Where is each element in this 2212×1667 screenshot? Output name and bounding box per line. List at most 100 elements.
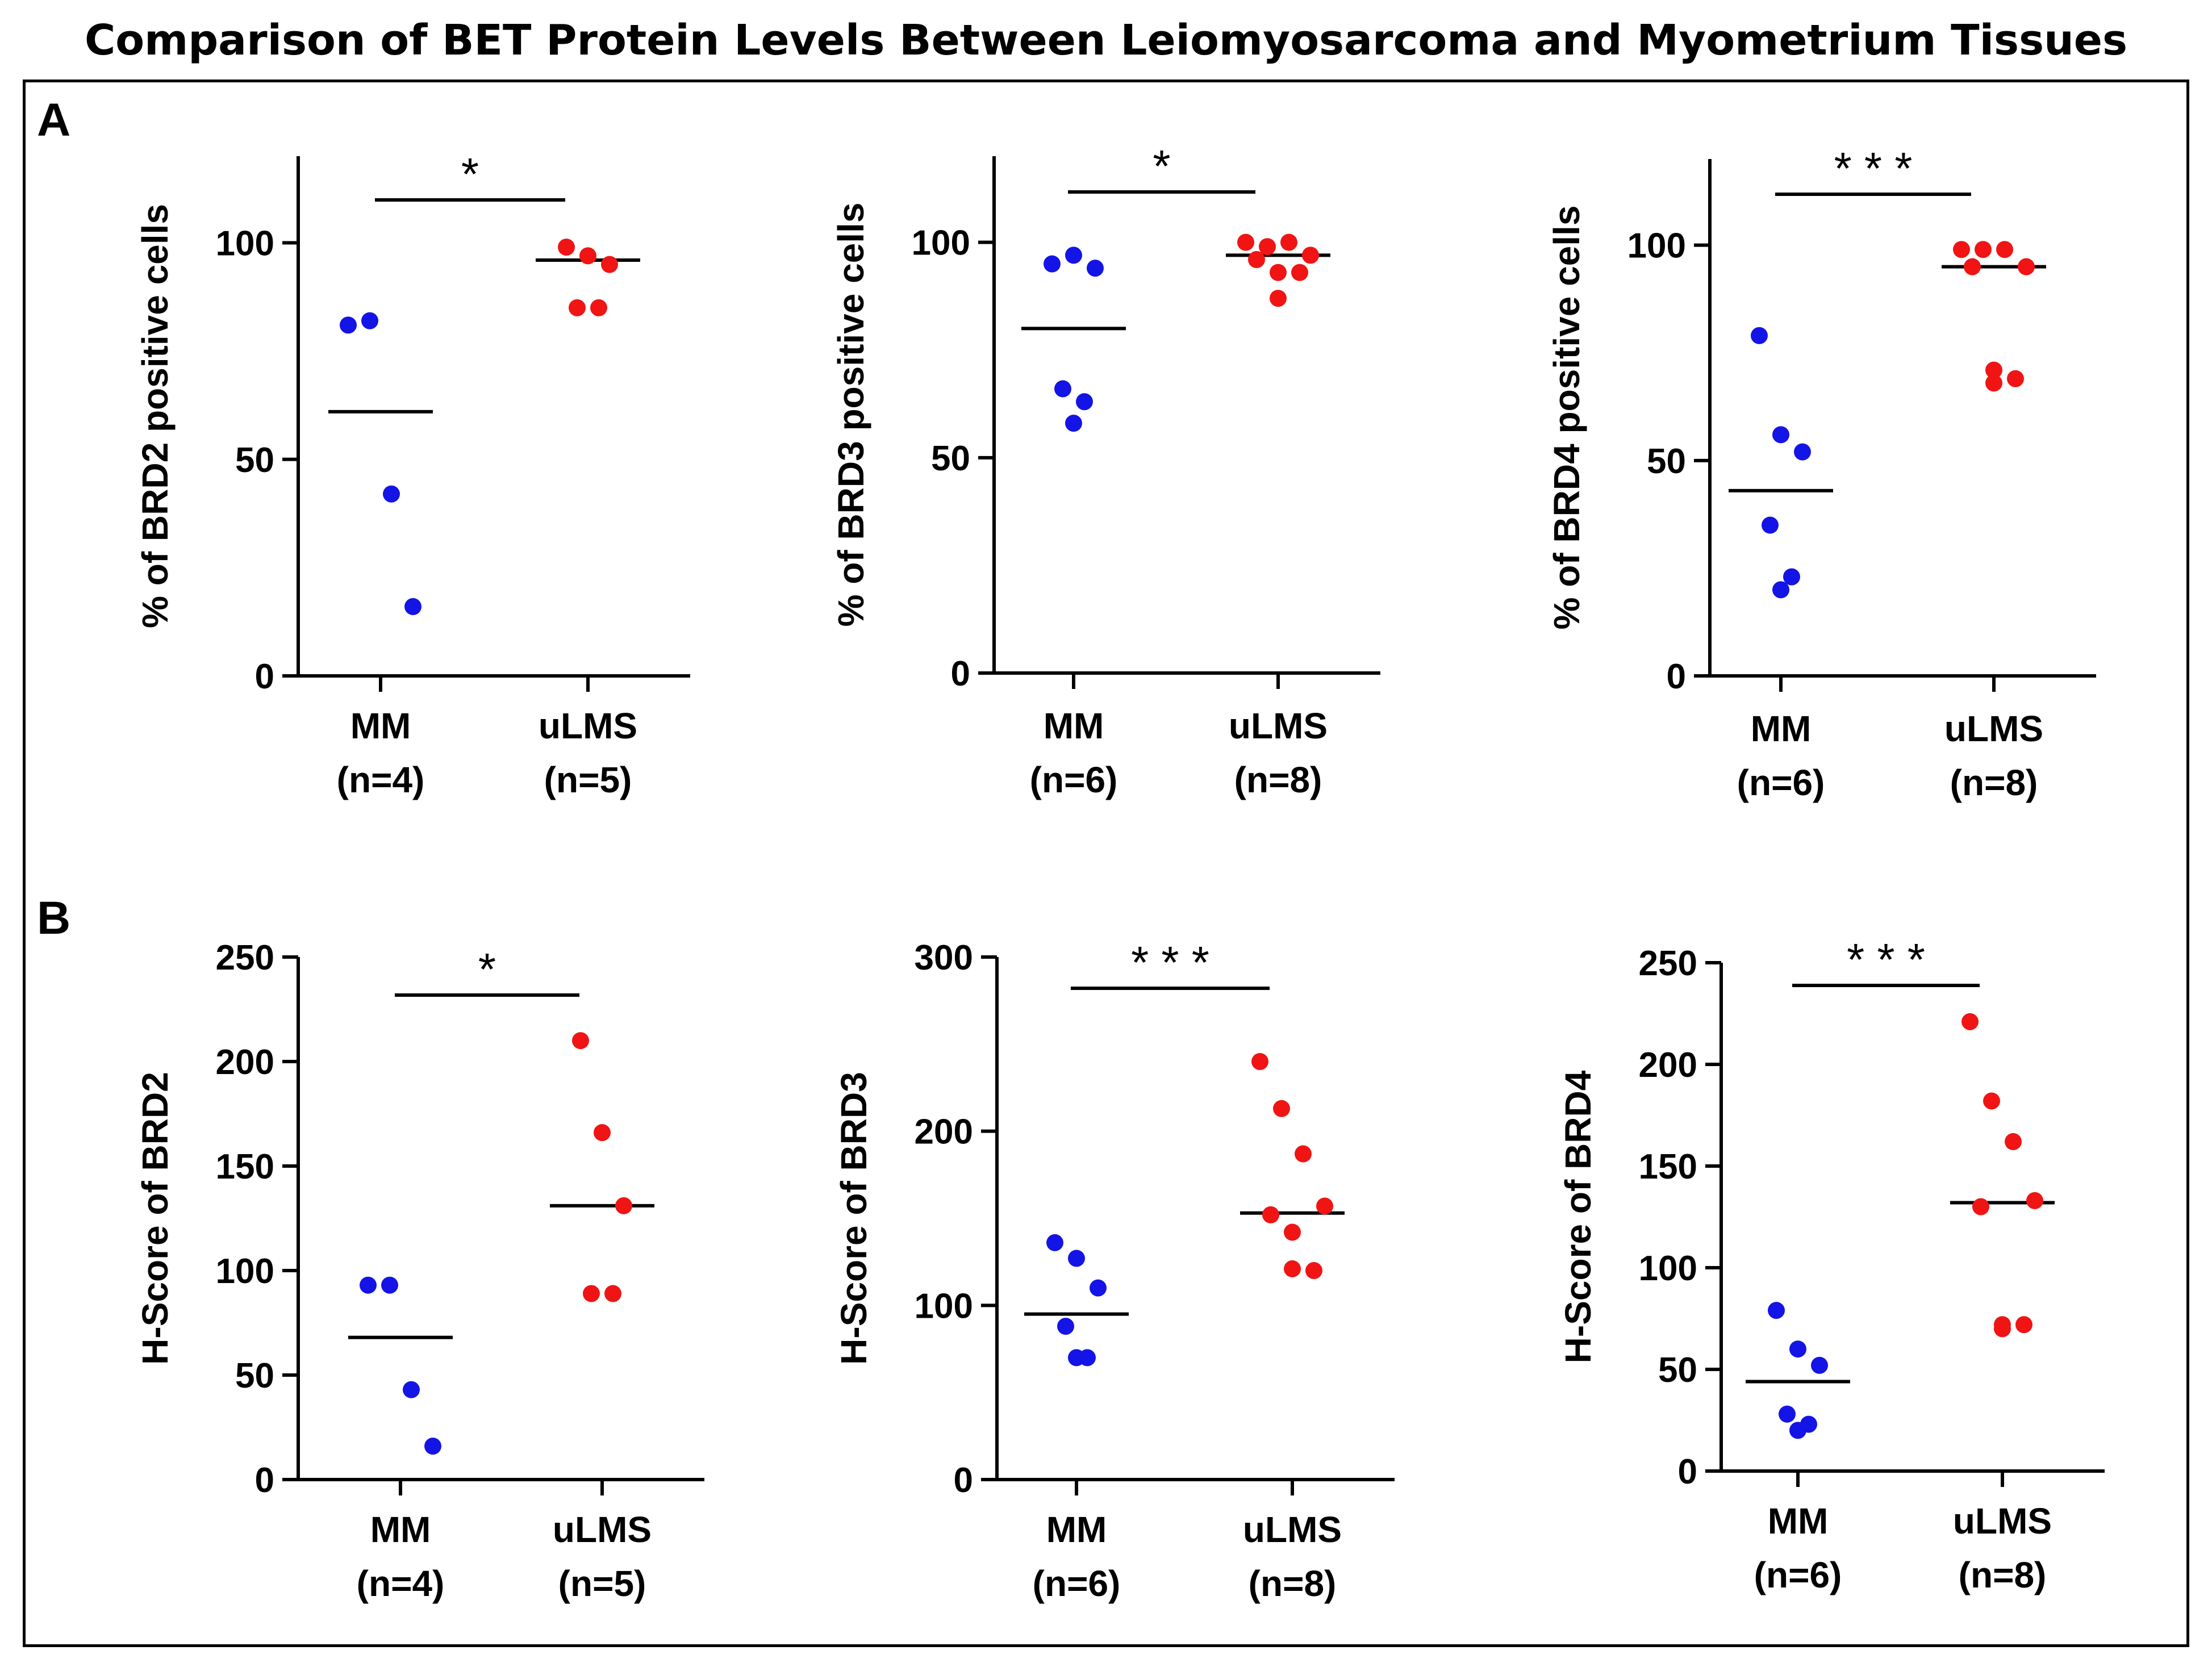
brd2-pct-point-1-1 <box>579 247 596 265</box>
brd4-hscore-point-0-2 <box>1811 1356 1828 1374</box>
brd4-hscore-point-1-7 <box>1994 1320 2011 1338</box>
brd4-pct-point-1-2 <box>1996 241 2013 258</box>
brd2-pct-point-1-0 <box>558 239 575 256</box>
brd2-pct-point-0-1 <box>361 312 378 329</box>
brd4-pct-point-0-5 <box>1772 581 1789 599</box>
brd4-pct-ytick-label-1: 50 <box>1647 442 1686 481</box>
brd3-pct-point-1-3 <box>1302 247 1319 264</box>
brd3-hscore-group-n-0: (n=6) <box>1033 1563 1121 1604</box>
panel-b-label: B <box>37 892 71 944</box>
brd4-hscore-point-1-6 <box>2015 1316 2032 1334</box>
brd3-pct-point-0-4 <box>1076 393 1093 411</box>
brd4-pct-point-0-2 <box>1794 443 1811 461</box>
brd3-hscore-point-1-4 <box>1262 1206 1279 1223</box>
brd2-pct-point-0-3 <box>404 598 421 615</box>
brd2-pct-sig-stars: * <box>461 149 479 199</box>
brd4-pct-point-0-1 <box>1772 426 1789 444</box>
brd2-hscore-point-1-4 <box>604 1285 621 1302</box>
brd4-hscore-ytick-label-2: 100 <box>1639 1249 1697 1288</box>
brd4-hscore-point-0-3 <box>1779 1405 1796 1423</box>
brd2-hscore-sig-stars: * <box>478 944 496 995</box>
brd2-hscore-ytick-label-0: 0 <box>255 1461 274 1500</box>
brd2-pct-point-1-2 <box>601 256 618 273</box>
brd3-hscore-point-1-6 <box>1305 1262 1322 1279</box>
brd3-pct-point-0-5 <box>1065 415 1082 432</box>
brd2-hscore-ytick-label-4: 200 <box>216 1043 274 1082</box>
brd4-pct-group-n-1: (n=8) <box>1950 762 2038 803</box>
brd3-hscore-ytick-label-3: 300 <box>915 938 973 977</box>
brd2-pct-ylabel: % of BRD2 positive cells <box>135 204 176 628</box>
brd2-hscore-ytick-label-5: 250 <box>216 938 274 977</box>
brd4-hscore-point-1-2 <box>2005 1133 2022 1151</box>
brd4-pct-sig-stars: * * * <box>1834 143 1913 194</box>
brd4-pct-point-1-7 <box>1985 374 2002 392</box>
brd4-hscore-ytick-label-1: 50 <box>1658 1351 1697 1390</box>
brd3-pct-point-1-7 <box>1270 290 1287 307</box>
brd4-pct-ytick-label-2: 100 <box>1627 227 1686 266</box>
brd3-pct-point-0-3 <box>1054 380 1071 398</box>
brd3-hscore-ytick-label-2: 200 <box>915 1113 973 1152</box>
brd3-hscore-group-label-0: MM <box>1046 1509 1107 1550</box>
brd2-hscore-ytick-label-2: 100 <box>216 1252 274 1291</box>
brd2-pct-ytick-label-0: 0 <box>255 657 274 696</box>
brd4-hscore-group-n-1: (n=8) <box>1959 1555 2047 1595</box>
brd2-pct-point-0-0 <box>340 316 357 334</box>
brd4-pct-ylabel: % of BRD4 positive cells <box>1546 206 1587 630</box>
brd2-pct-group-label-1: uLMS <box>539 705 637 746</box>
brd3-pct-sig-stars: * <box>1153 141 1170 191</box>
brd2-pct-point-0-2 <box>383 485 400 503</box>
brd2-hscore-group-label-0: MM <box>370 1509 431 1550</box>
brd4-hscore-point-1-3 <box>2026 1192 2043 1209</box>
brd2-hscore-point-1-2 <box>615 1197 632 1214</box>
brd4-pct-group-n-0: (n=6) <box>1737 762 1825 803</box>
brd3-hscore-point-1-1 <box>1273 1100 1290 1117</box>
brd2-hscore-group-label-1: uLMS <box>553 1509 652 1550</box>
brd3-hscore-point-1-7 <box>1284 1260 1301 1277</box>
brd4-pct-point-0-3 <box>1762 516 1779 534</box>
brd2-hscore-point-0-0 <box>360 1276 377 1294</box>
panel-a-label: A <box>37 94 71 146</box>
brd3-pct-group-n-0: (n=6) <box>1030 759 1118 800</box>
brd2-hscore-point-0-1 <box>381 1276 398 1294</box>
brd2-hscore-ylabel: H-Score of BRD2 <box>135 1072 176 1365</box>
brd2-hscore-group-n-1: (n=5) <box>558 1563 646 1604</box>
brd4-hscore-point-0-5 <box>1789 1422 1806 1439</box>
brd3-hscore-point-0-2 <box>1090 1279 1107 1297</box>
brd2-hscore-ytick-label-3: 150 <box>216 1147 274 1186</box>
brd2-pct-group-n-1: (n=5) <box>544 759 632 800</box>
brd4-pct-point-1-4 <box>1964 258 1981 275</box>
brd4-pct-point-1-1 <box>1975 241 1992 258</box>
brd3-pct-point-1-6 <box>1291 264 1308 281</box>
brd4-hscore-point-0-1 <box>1789 1340 1806 1358</box>
brd4-hscore-ytick-label-5: 250 <box>1639 944 1697 983</box>
brd4-hscore-group-label-0: MM <box>1768 1501 1829 1541</box>
brd3-pct-group-label-1: uLMS <box>1229 705 1328 746</box>
brd3-pct-point-1-5 <box>1270 264 1287 281</box>
brd3-hscore-point-0-0 <box>1046 1234 1063 1251</box>
brd3-hscore-group-n-1: (n=8) <box>1249 1563 1337 1604</box>
brd3-pct-point-0-1 <box>1065 247 1082 264</box>
brd3-pct-point-1-1 <box>1259 238 1276 256</box>
brd3-pct-group-label-0: MM <box>1044 705 1104 746</box>
brd2-hscore-point-0-3 <box>424 1438 441 1455</box>
brd3-pct-ytick-label-0: 0 <box>951 654 970 693</box>
brd4-hscore-group-label-1: uLMS <box>1953 1501 2052 1541</box>
brd3-hscore-sig-stars: * * * <box>1131 937 1209 988</box>
brd4-pct-point-1-3 <box>2018 258 2035 275</box>
brd2-pct-group-n-0: (n=4) <box>337 759 425 800</box>
brd3-pct-point-1-0 <box>1237 233 1254 251</box>
figure-title: Comparison of BET Protein Levels Between… <box>84 16 2128 65</box>
brd4-pct-point-1-5 <box>1985 361 2002 379</box>
brd3-hscore-ytick-label-0: 0 <box>954 1461 973 1500</box>
brd3-pct-ylabel: % of BRD3 positive cells <box>830 203 871 627</box>
brd3-hscore-ylabel: H-Score of BRD3 <box>833 1072 874 1365</box>
brd2-hscore-point-0-2 <box>403 1381 420 1398</box>
brd3-hscore-group-label-1: uLMS <box>1243 1509 1342 1550</box>
brd2-hscore-point-1-3 <box>583 1285 600 1302</box>
brd4-hscore-ylabel: H-Score of BRD4 <box>1558 1070 1599 1363</box>
brd4-hscore-sig-stars: * * * <box>1847 934 1925 985</box>
brd2-hscore-point-1-0 <box>572 1032 589 1050</box>
brd3-pct-point-0-2 <box>1087 260 1104 277</box>
brd4-hscore-point-0-0 <box>1768 1302 1785 1319</box>
brd2-hscore-group-n-0: (n=4) <box>357 1563 445 1604</box>
